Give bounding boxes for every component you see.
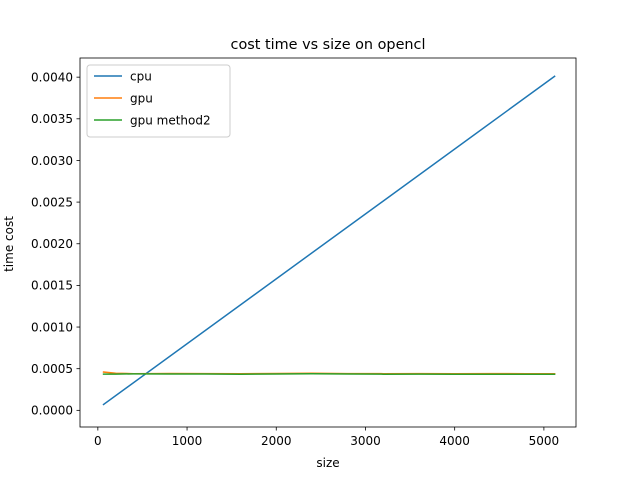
x-tick-label: 4000 bbox=[439, 434, 470, 448]
chart-title: cost time vs size on opencl bbox=[231, 37, 426, 53]
y-tick-label: 0.0030 bbox=[31, 154, 73, 168]
x-tick-label: 0 bbox=[94, 434, 102, 448]
y-tick-label: 0.0005 bbox=[31, 362, 73, 376]
y-tick-label: 0.0010 bbox=[31, 320, 73, 334]
y-tick-label: 0.0040 bbox=[31, 70, 73, 84]
y-axis-label: time cost bbox=[2, 216, 16, 272]
x-tick-label: 5000 bbox=[529, 434, 560, 448]
x-tick-label: 1000 bbox=[172, 434, 203, 448]
legend: cpu gpu gpu method2 bbox=[87, 65, 230, 137]
legend-label: gpu bbox=[130, 91, 153, 105]
y-tick-label: 0.0035 bbox=[31, 112, 73, 126]
x-tick-label: 3000 bbox=[350, 434, 381, 448]
x-tick-label: 2000 bbox=[261, 434, 292, 448]
y-axis-ticks: 0.0000 0.0005 0.0010 0.0015 0.0020 0.0025 0.00… bbox=[31, 70, 80, 417]
y-tick-label: 0.0015 bbox=[31, 279, 73, 293]
legend-label: cpu bbox=[130, 69, 152, 83]
legend-label: gpu method2 bbox=[130, 113, 211, 127]
y-tick-label: 0.0020 bbox=[31, 237, 73, 251]
y-tick-label: 0.0025 bbox=[31, 195, 73, 209]
x-axis-label: size bbox=[316, 456, 339, 470]
y-tick-label: 0.0000 bbox=[31, 404, 73, 418]
